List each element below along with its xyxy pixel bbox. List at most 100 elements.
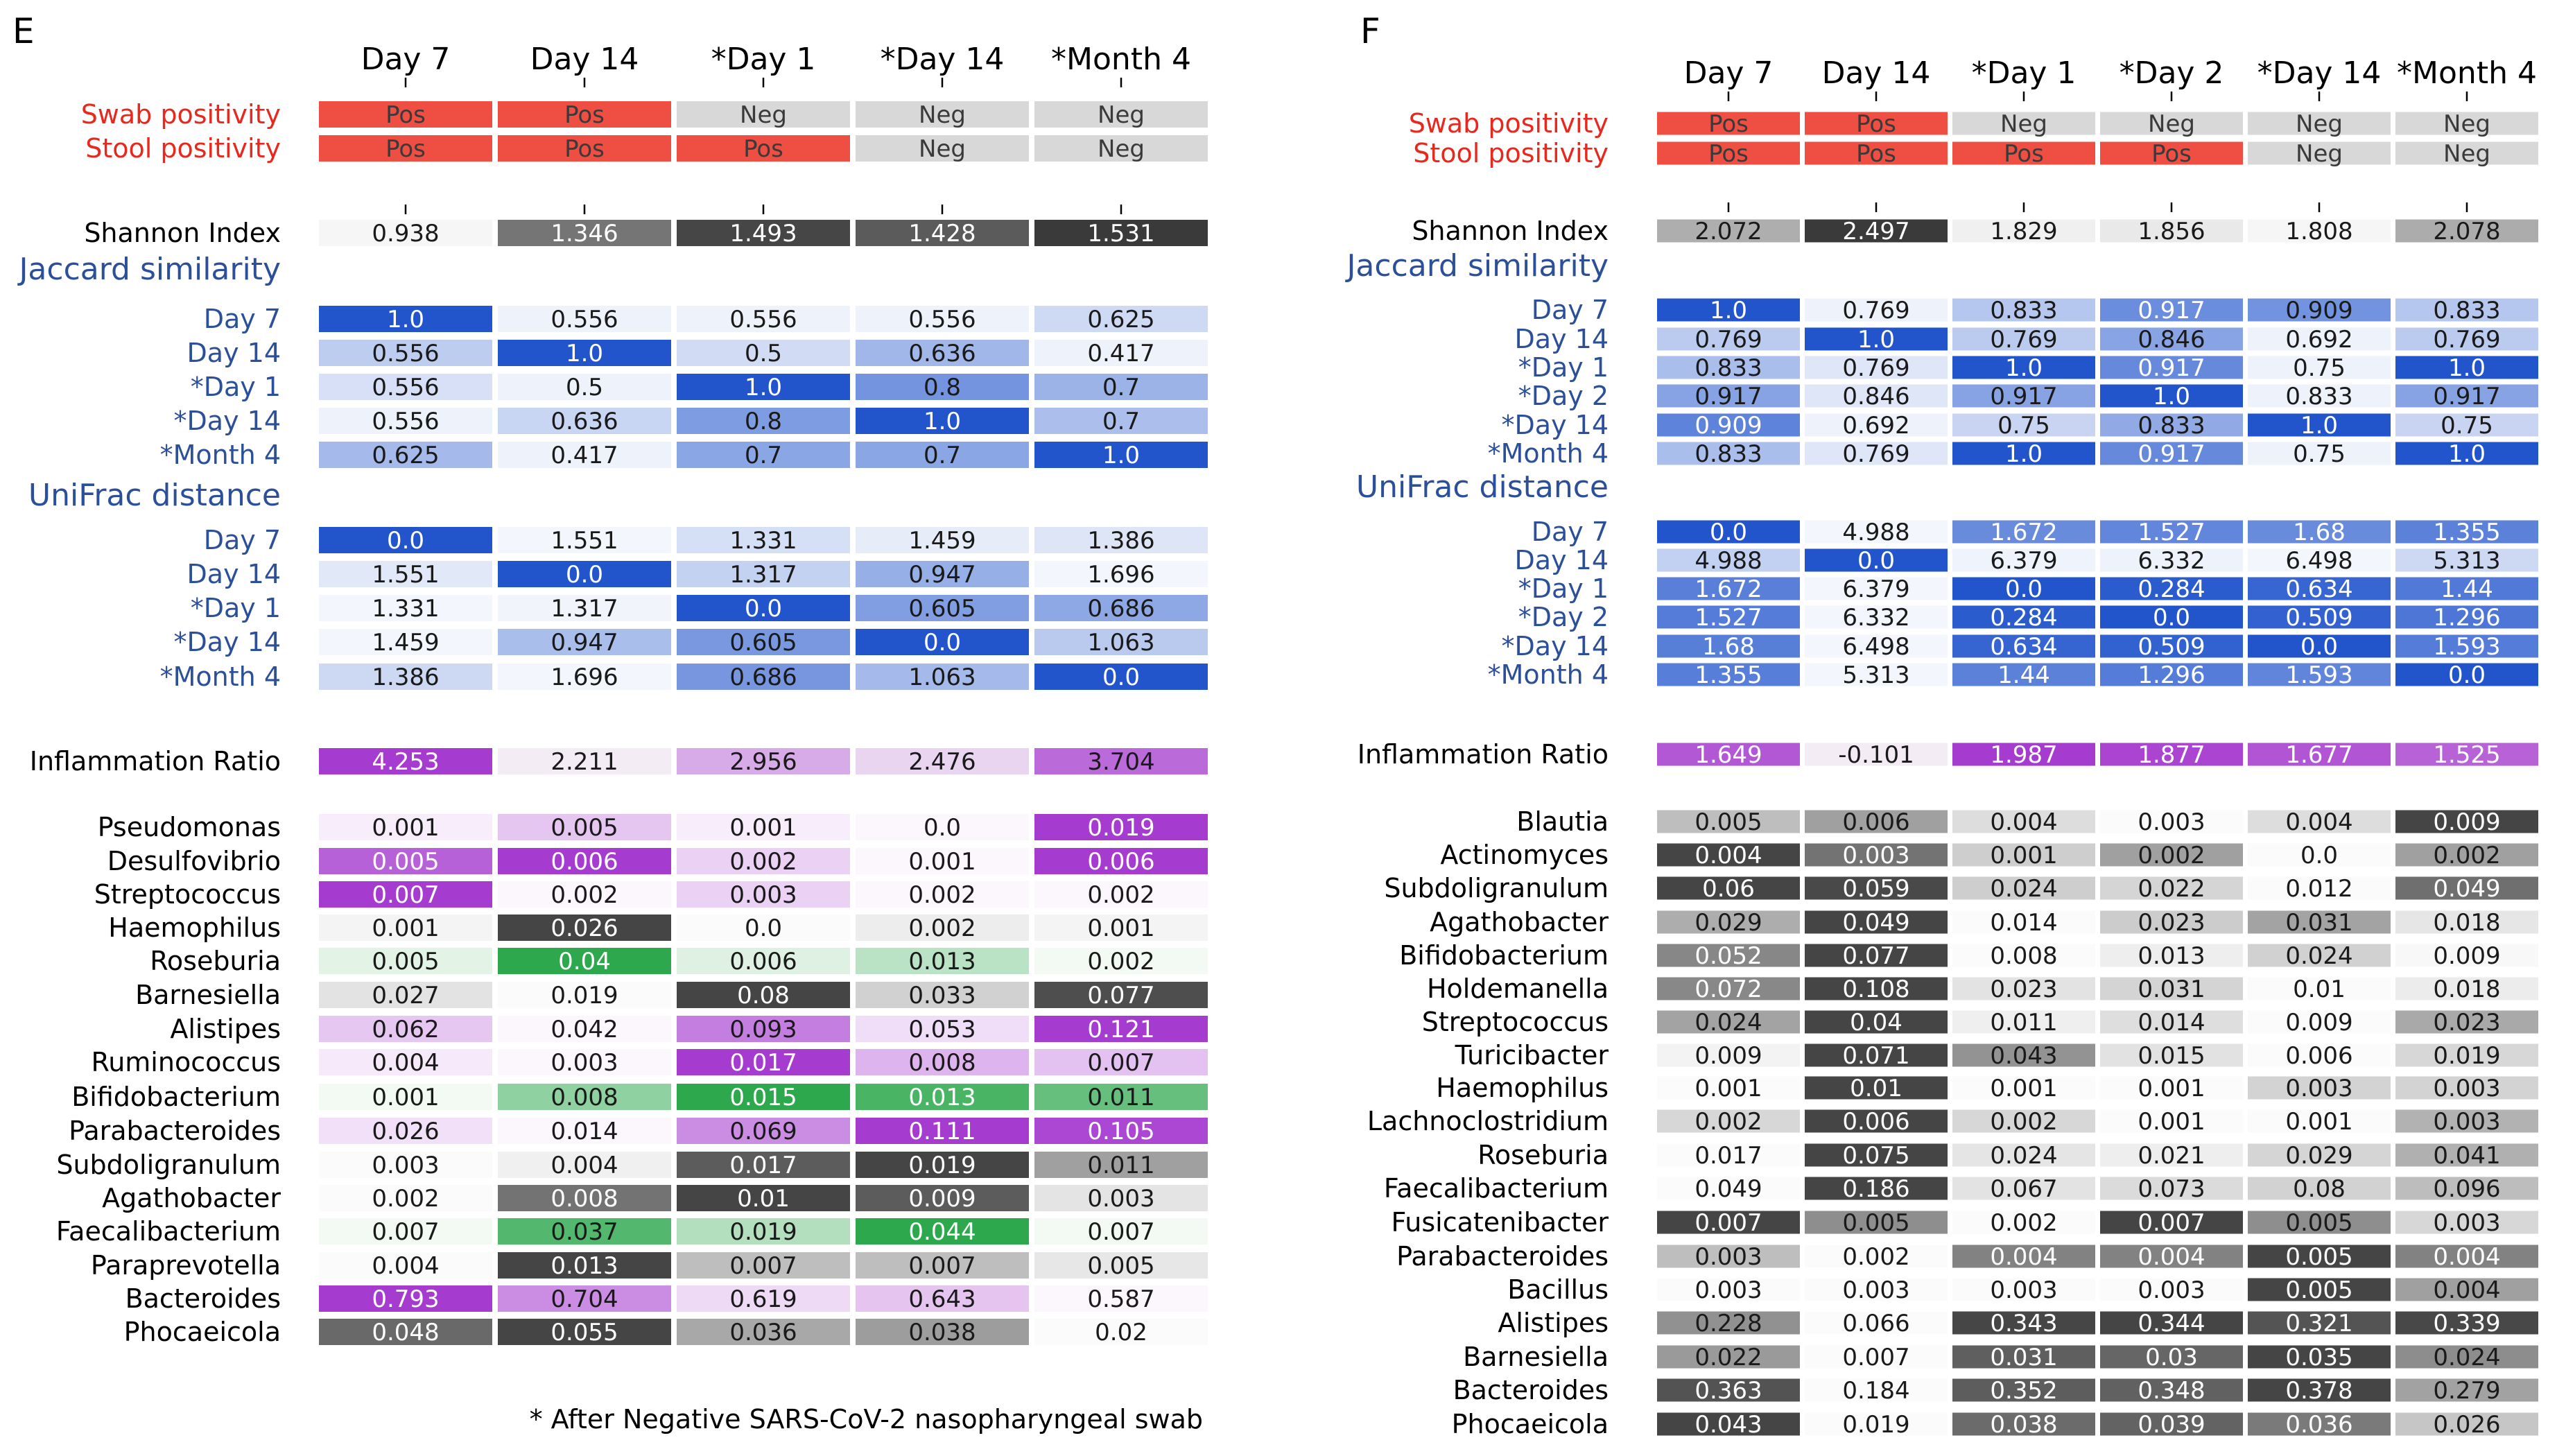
cell-post-month-4-post-day-1 [1952,663,2095,686]
cell-pseudomonas-post-day-14 [856,814,1029,840]
cell-value: 0.077 [1842,942,1909,970]
cell-value: 0.556 [908,306,976,333]
cell-fusicatenibacter-day-7 [1657,1211,1800,1234]
cell-value: 2.211 [551,748,618,776]
cell-value: 0.0 [924,814,961,842]
cell-value: 0.002 [729,848,797,876]
cell-value: 0.009 [2433,808,2500,836]
cell-inflammation-ratio-post-day-2 [2100,743,2243,766]
cell-post-day-1-day-14 [498,374,671,400]
cell-value: 0.5 [566,374,603,401]
cell-value: 0.096 [2433,1175,2500,1203]
row-label-day-14: Day 14 [187,559,281,589]
cell-fusicatenibacter-day-14 [1805,1211,1948,1234]
cell-value: 0.75 [2293,440,2346,468]
row-label-post-month-4: *Month 4 [160,661,281,692]
cell-lachnoclostridium-post-day-1 [1952,1109,2095,1133]
cell-bifidobacterium-post-day-14 [856,1084,1029,1110]
cell-parabacteroides-day-7 [1657,1245,1800,1268]
cell-value: 0.692 [1842,412,1909,440]
cell-swab-positivity-day-14 [1805,112,1948,135]
cell-value: 0.018 [2433,909,2500,937]
cell-value: 0.019 [2433,1042,2500,1070]
cell-day-7-post-day-2 [2100,520,2243,544]
cell-value: 1.0 [745,374,782,401]
row-label-post-month-4: *Month 4 [1488,659,1609,690]
cell-value: 0.006 [1842,1108,1909,1136]
cell-value: 0.052 [1694,942,1762,970]
cell-value: 1.672 [1694,575,1762,603]
cell-value: 0.111 [908,1118,976,1145]
cell-agathobacter-post-day-1 [1952,910,2095,934]
cell-barnesiella-post-month-4 [1034,982,1208,1008]
cell-alistipes-post-month-4 [2395,1311,2538,1335]
cell-fusicatenibacter-post-month-4 [2395,1211,2538,1234]
cell-swab-positivity-post-day-14 [2248,112,2391,135]
cell-value: 0.003 [1087,1185,1154,1213]
cell-day-7-post-day-1 [677,527,850,553]
cell-value: 1.527 [1694,604,1762,632]
cell-turicibacter-post-day-2 [2100,1043,2243,1067]
cell-inflammation-ratio-post-day-1 [1952,743,2095,766]
cell-value: 0.0 [566,561,603,589]
cell-haemophilus-post-day-1 [677,915,850,941]
cell-value: 2.497 [1842,218,1909,245]
cell-streptococcus-post-day-14 [856,881,1029,908]
cell-bacillus-post-month-4 [2395,1278,2538,1301]
cell-post-day-1-post-month-4 [2395,577,2538,600]
cell-value: 0.004 [372,1049,439,1077]
section-title-jaccard-similarity: Jaccard similarity [1344,248,1609,284]
cell-value: 0.019 [908,1152,976,1179]
cell-haemophilus-post-month-4 [2395,1076,2538,1100]
row-label-bacteroides: Bacteroides [125,1283,281,1314]
cell-holdemanella-day-14 [1805,977,1948,1000]
cell-value: 0.029 [2285,1142,2352,1170]
cell-fusicatenibacter-post-day-1 [1952,1211,2095,1234]
cell-desulfovibrio-post-day-1 [677,848,850,874]
cell-parabacteroides-post-day-1 [1952,1245,2095,1268]
cell-value: 0.008 [551,1185,618,1213]
cell-value: 0.049 [2433,875,2500,903]
cell-value: 0.024 [2285,942,2352,970]
cell-value: 0.605 [729,629,797,657]
cell-phocaeicola-post-day-14 [856,1319,1029,1345]
cell-day-7-day-7 [1657,520,1800,544]
cell-value: 0.769 [2433,326,2500,354]
cell-value: 0.007 [1087,1218,1154,1246]
cell-post-month-4-day-14 [498,442,671,468]
cell-value: 0.284 [1990,604,2057,632]
cell-stool-positivity-post-day-2 [2100,141,2243,165]
cell-value: 1.0 [2448,440,2486,468]
cell-value: 0.186 [1842,1175,1909,1203]
cell-value: 0.039 [2138,1411,2205,1439]
row-label-shannon-index: Shannon Index [84,218,281,248]
cell-value: 0.044 [908,1218,976,1246]
cell-value: Pos [385,101,426,129]
cell-value: 0.019 [551,982,618,1009]
cell-post-day-1-day-7 [319,374,492,400]
cell-day-7-post-day-1 [1952,520,2095,544]
cell-value: 0.0 [745,915,782,942]
cell-roseburia-post-day-14 [856,948,1029,974]
cell-value: 0.009 [2433,942,2500,970]
cell-inflammation-ratio-day-7 [1657,743,1800,766]
cell-value: 0.344 [2138,1310,2205,1337]
cell-value: 0.0 [2448,661,2486,689]
row-label-bacillus: Bacillus [1507,1274,1609,1305]
cell-shannon-index-post-day-1 [1952,219,2095,243]
cell-day-7-day-7 [319,527,492,553]
cell-value: 0.0 [1102,664,1140,691]
cell-value: 0.001 [372,814,439,842]
cell-post-day-1-post-day-14 [2248,577,2391,600]
cell-value: 1.696 [1087,561,1154,589]
cell-post-day-14-day-7 [319,408,492,434]
cell-value: 0.003 [372,1152,439,1179]
cell-value: 0.007 [729,1252,797,1280]
cell-day-14-day-14 [498,340,671,366]
cell-value: 0.686 [1087,595,1154,623]
cell-post-day-2-post-month-4 [2395,384,2538,408]
cell-value: 0.556 [372,374,439,401]
cell-post-day-14-post-day-14 [2248,634,2391,658]
cell-phocaeicola-day-14 [498,1319,671,1345]
cell-post-day-2-post-day-1 [1952,605,2095,629]
